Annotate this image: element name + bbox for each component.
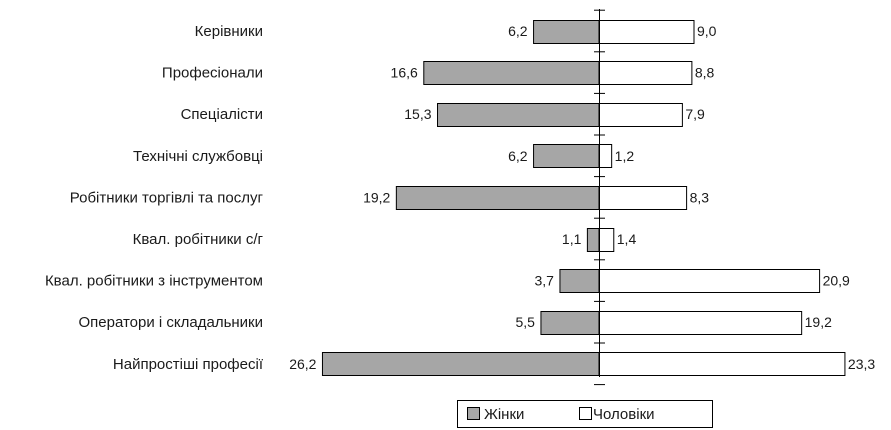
category-label: Найпростіші професії (113, 356, 264, 373)
category-label: Технічні службовці (133, 148, 263, 165)
value-label-women: 16,6 (391, 65, 418, 81)
legend-swatch-men (579, 407, 592, 420)
category-label: Квал. робітники с/г (133, 231, 264, 248)
bar-women (586, 228, 600, 252)
value-label-women: 26,2 (289, 356, 316, 372)
category-label: Професіонали (162, 65, 263, 82)
bar-women (423, 61, 600, 85)
legend-label-men: Чоловіки (593, 406, 655, 423)
bar-women (321, 352, 600, 376)
category-label: Спеціалісти (181, 106, 263, 123)
value-label-men: 8,8 (695, 65, 715, 81)
value-label-women: 6,2 (508, 148, 528, 164)
value-label-men: 1,4 (617, 231, 637, 247)
bar-women (395, 186, 600, 210)
bar-men (598, 103, 683, 127)
bar-men (598, 20, 695, 44)
bar-women (533, 144, 600, 168)
category-label: Робітники торгівлі та послуг (70, 189, 264, 206)
legend: Жінки Чоловіки (457, 400, 713, 428)
category-label: Квал. робітники з інструментом (45, 273, 263, 290)
bar-women (533, 20, 600, 44)
value-label-women: 1,1 (562, 231, 582, 247)
bars-layer (321, 20, 846, 376)
bar-men (598, 61, 693, 85)
value-label-women: 15,3 (404, 106, 431, 122)
value-label-men: 20,9 (823, 273, 850, 289)
bar-women (559, 269, 600, 293)
legend-label-women: Жінки (484, 406, 524, 423)
bar-women (437, 103, 600, 127)
bar-men (598, 311, 803, 335)
value-label-men: 1,2 (615, 148, 635, 164)
value-label-women: 6,2 (508, 23, 528, 39)
value-label-men: 23,3 (848, 356, 875, 372)
bar-men (598, 144, 613, 168)
bar-men (598, 269, 821, 293)
bar-men (598, 186, 688, 210)
value-label-women: 5,5 (515, 314, 535, 330)
value-label-men: 7,9 (685, 106, 705, 122)
labels-layer: Керівники 6,2 9,0 Професіонали 16,6 8,8 Спеціа… (45, 23, 875, 373)
value-label-women: 3,7 (534, 273, 554, 289)
category-label: Оператори і складальники (78, 314, 263, 331)
category-label: Керівники (195, 23, 263, 40)
bar-men (598, 228, 615, 252)
legend-swatch-women (467, 407, 480, 420)
bar-women (540, 311, 600, 335)
value-label-men: 19,2 (805, 314, 832, 330)
value-label-men: 8,3 (690, 189, 710, 205)
value-label-women: 19,2 (363, 189, 390, 205)
bar-men (598, 352, 846, 376)
center-axis (594, 9, 605, 386)
value-label-men: 9,0 (697, 23, 717, 39)
